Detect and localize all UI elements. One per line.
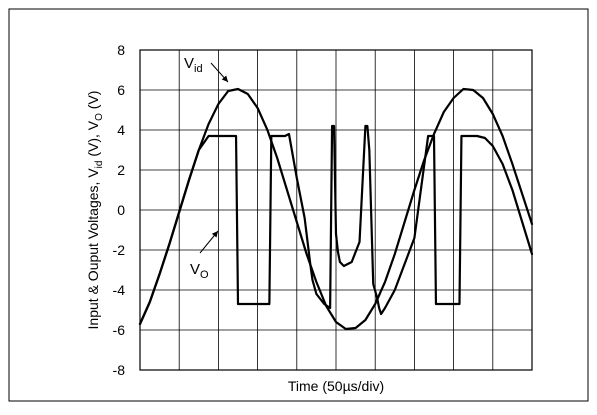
series-line-vid (138, 87, 534, 331)
y-tick-label: -2 (113, 242, 126, 258)
y-tick-label: 8 (117, 42, 125, 58)
y-axis-label-prefix: Input & Ouput Voltages, V (85, 168, 101, 330)
arrowhead-vo (211, 231, 218, 238)
series-line-vo (138, 124, 534, 326)
arrowhead-vid (221, 75, 228, 82)
annotations: Vid VO (184, 55, 229, 281)
y-tick-label: 2 (117, 162, 125, 178)
y-axis-label-suffix: (V) (85, 91, 101, 114)
y-tick-label: 4 (117, 122, 125, 138)
y-axis-label-sub-id: id (94, 161, 105, 169)
figure-border (8, 8, 589, 402)
series-layer (138, 87, 534, 331)
y-tick-label: -8 (113, 362, 126, 378)
y-tick-label: 0 (117, 202, 125, 218)
y-tick-label: 6 (117, 82, 125, 98)
y-axis-label: Input & Ouput Voltages, Vid (V), VO (V) (85, 91, 105, 330)
y-axis-label-mid: (V), V (85, 120, 101, 160)
y-tick-label: -4 (113, 282, 126, 298)
y-tick-labels: 8 6 4 2 0 -2 -4 -6 -8 (113, 42, 126, 378)
series-label-vid: Vid (184, 55, 203, 75)
x-axis-label: Time (50µs/div) (288, 378, 384, 394)
y-axis-label-sub-o: O (94, 113, 105, 121)
series-label-vo: VO (190, 261, 209, 281)
y-tick-label: -6 (113, 322, 126, 338)
